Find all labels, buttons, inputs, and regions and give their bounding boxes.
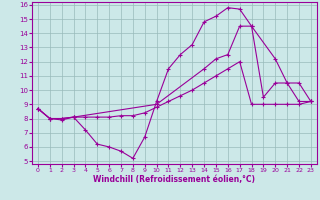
X-axis label: Windchill (Refroidissement éolien,°C): Windchill (Refroidissement éolien,°C)	[93, 175, 255, 184]
